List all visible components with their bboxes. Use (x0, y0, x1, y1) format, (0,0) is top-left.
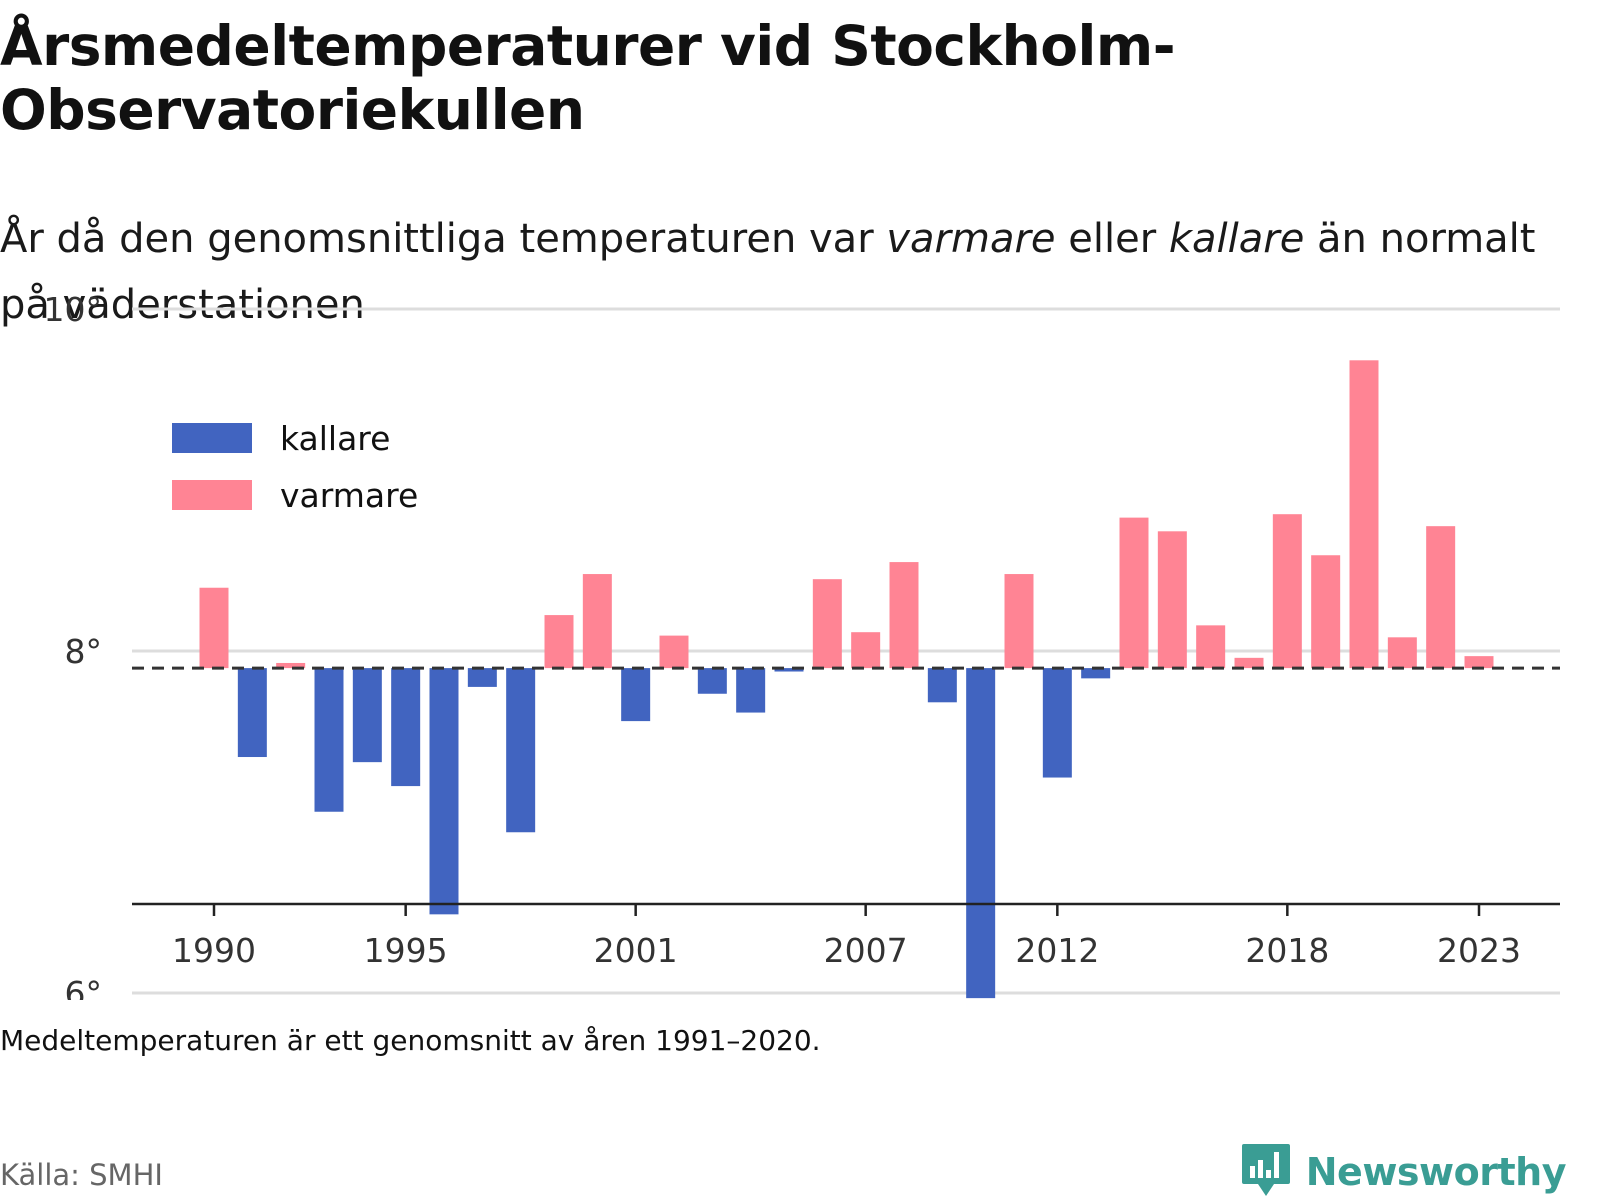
chart-title: Årsmedeltemperaturer vid Stockholm-Obser… (0, 14, 1176, 142)
bar-kallare (736, 668, 766, 713)
bar-varmare (1426, 526, 1456, 669)
bar-varmare (544, 615, 574, 669)
bar-varmare (1349, 360, 1379, 669)
subtitle-text-start: År då den genomsnittliga temperaturen va… (0, 216, 887, 262)
x-tick-label: 2023 (1437, 931, 1521, 970)
bar-kallare (429, 668, 459, 915)
subtitle-text-end: än normalt på väderstationen (0, 216, 1536, 328)
bar-kallare (314, 668, 344, 812)
legend-label-kallare: kallare (280, 419, 390, 458)
brand-name: Newsworthy (1305, 1150, 1567, 1194)
bar-varmare (1119, 517, 1149, 669)
y-tick-label: 8° (65, 632, 103, 671)
chart-subtitle: År då den genomsnittliga temperaturen va… (0, 206, 1560, 338)
x-tick-label: 2007 (824, 931, 908, 970)
bar-chart: 6° 8° 10° 1990 1995 2001 2007 2012 2018 2023 kal… (44, 290, 1560, 1000)
legend: kallare varmare (162, 412, 446, 522)
bar-varmare (1387, 637, 1417, 669)
x-tick-label: 2012 (1015, 931, 1099, 970)
bar-kallare (927, 668, 957, 703)
bar-kallare (467, 668, 497, 687)
subtitle-text-middle: eller (1055, 216, 1169, 262)
bar-kallare (1042, 668, 1072, 778)
newsworthy-logo-icon (1240, 1142, 1292, 1202)
y-tick-label: 10° (44, 290, 103, 329)
y-axis-tick-labels: 6° 8° 10° (44, 290, 103, 1000)
bar-varmare (1157, 531, 1187, 669)
bars (199, 360, 1494, 999)
bar-varmare (582, 574, 612, 669)
bar-varmare (1004, 574, 1034, 669)
bar-kallare (774, 668, 804, 672)
bar-varmare (1464, 656, 1494, 669)
bar-kallare (621, 668, 651, 722)
bar-varmare (1272, 514, 1302, 669)
legend-swatch-kallare (172, 423, 252, 453)
bar-varmare (812, 579, 842, 669)
bar-varmare (851, 632, 881, 669)
x-tick-label: 1990 (172, 931, 256, 970)
bar-kallare (1081, 668, 1111, 679)
y-tick-label: 6° (65, 974, 103, 1000)
bar-kallare (391, 668, 421, 787)
bar-varmare (1196, 625, 1226, 669)
bar-kallare (352, 668, 382, 763)
bar-varmare (1311, 555, 1341, 669)
bar-kallare (506, 668, 536, 833)
gridlines (132, 307, 1560, 995)
brand-logo: Newsworthy (1240, 1142, 1567, 1202)
bar-varmare (889, 562, 919, 669)
x-tick-label: 1995 (364, 931, 448, 970)
bar-varmare (276, 662, 306, 669)
legend-swatch-varmare (172, 480, 252, 510)
bar-varmare (199, 587, 229, 669)
bar-kallare (237, 668, 267, 758)
x-axis-ticks: 1990 1995 2001 2007 2012 2018 2023 (172, 904, 1521, 970)
bar-varmare (659, 635, 689, 669)
subtitle-warm-word: varmare (886, 216, 1056, 262)
footnote: Medeltemperaturen är ett genomsnitt av å… (0, 1024, 821, 1057)
bar-kallare (966, 668, 996, 999)
bar-varmare (1234, 657, 1264, 669)
x-tick-label: 2018 (1245, 931, 1329, 970)
bar-kallare (697, 668, 727, 694)
legend-label-varmare: varmare (280, 476, 418, 515)
source-label: Källa: SMHI (0, 1158, 163, 1192)
subtitle-cold-word: kallare (1168, 216, 1305, 262)
x-tick-label: 2001 (594, 931, 678, 970)
